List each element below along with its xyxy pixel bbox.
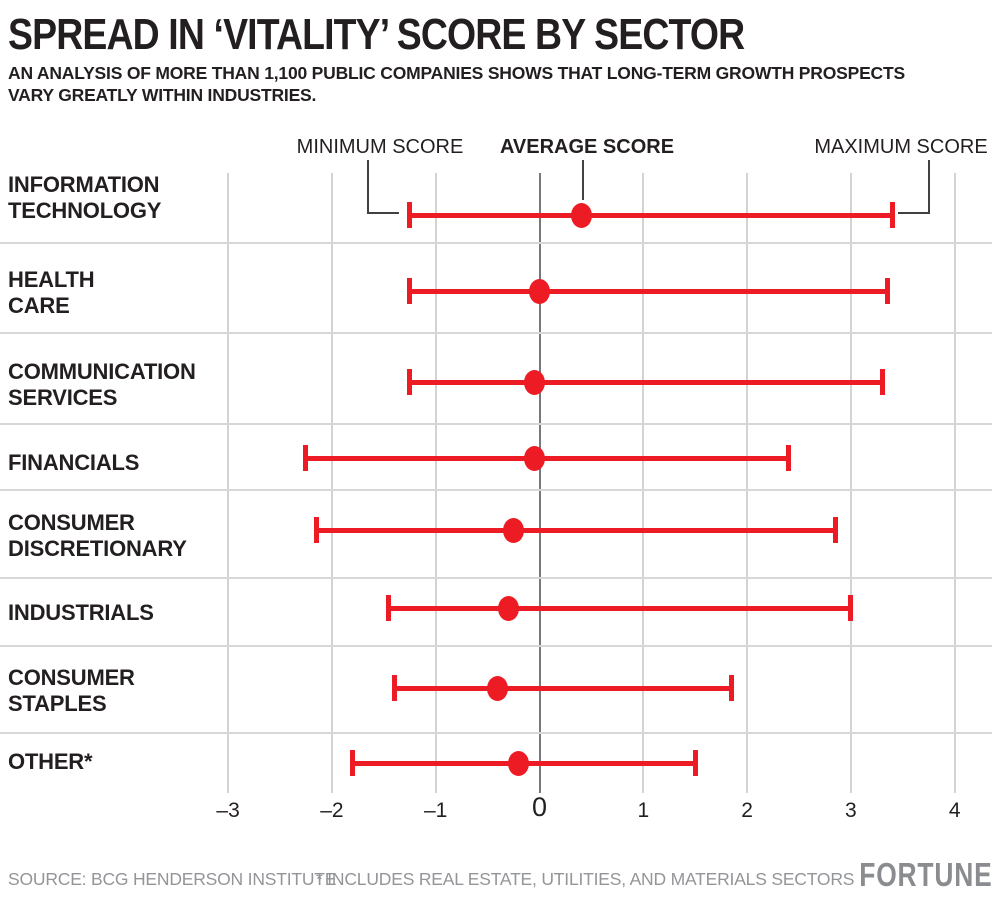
average-dot [487,675,509,701]
sector-label-line: CARE [8,293,70,318]
row-separator [0,732,992,734]
row-separator [0,423,992,425]
sector-label-line: CONSUMER [8,510,135,535]
sector-label-line: TECHNOLOGY [8,198,162,223]
row-separator [0,332,992,334]
sector-label: CONSUMER DISCRETIONARY [8,510,187,562]
sector-label-line: CONSUMER [8,665,135,690]
max-cap [889,202,895,228]
max-cap [729,675,735,701]
x-tick-label: 2 [741,799,753,822]
footnote-text: * INCLUDES REAL ESTATE, UTILITIES, AND M… [316,869,855,889]
max-cap [879,369,885,395]
gridline [746,173,749,793]
range-bar [316,527,836,533]
sector-label-line: HEALTH [8,267,95,292]
gridline [330,173,333,793]
row-separator [0,242,992,244]
x-tick-label: 4 [948,799,961,822]
source-text: SOURCE: BCG HENDERSON INSTITUTE [8,869,337,889]
max-cap [884,278,890,304]
row-separator [0,577,992,579]
x-tick-label: 0 [531,792,548,822]
min-cap [350,750,356,776]
legend-minimum-score-label: MINIMUM SCORE [296,136,464,158]
max-callout-line-vertical [928,160,930,214]
range-bar [409,288,888,294]
gridline [434,173,437,793]
average-dot [503,517,525,543]
sector-label: INDUSTRIALS [8,600,154,626]
gridline [642,173,645,793]
min-cap [313,517,319,543]
max-callout-line-horizontal [898,212,930,214]
average-dot [497,595,519,621]
fortune-logo: FORTUNE [858,856,992,893]
range-bar [409,379,883,385]
max-cap [848,595,854,621]
range-bar [394,685,732,691]
row-separator [0,489,992,491]
gridline [849,173,852,793]
average-dot [523,369,545,395]
sector-label: COMMUNICATION SERVICES [8,359,196,411]
min-cap [391,675,397,701]
legend-average-score-label: AVERAGE SCORE [499,136,675,158]
sector-label: HEALTH CARE [8,267,95,319]
max-cap [786,445,792,471]
range-bar [409,212,893,218]
zero-gridline [538,173,541,793]
sector-label: OTHER* [8,749,93,775]
page-title: SPREAD IN ‘VITALITY’ SCORE BY SECTOR [8,10,745,59]
min-cap [407,278,413,304]
x-tick-label: 3 [845,799,857,822]
max-cap [832,517,838,543]
sector-label-line: COMMUNICATION [8,359,196,384]
row-separator [0,645,992,647]
range-bar [305,455,789,461]
sector-label-line: INDUSTRIALS [8,600,154,625]
min-cap [386,595,392,621]
x-tick-label: –2 [320,799,344,822]
average-dot [570,202,592,228]
x-tick-label: –3 [216,799,240,822]
min-callout-line-horizontal [367,212,399,214]
min-callout-line-vertical [367,160,369,214]
page-subtitle-line-2: VARY GREATLY WITHIN INDUSTRIES. [8,85,317,105]
sector-label: CONSUMER STAPLES [8,665,135,717]
sector-label: FINANCIALS [8,450,139,476]
sector-label-line: FINANCIALS [8,450,140,475]
sector-label-line: SERVICES [8,385,118,410]
sector-label-line: INFORMATION [8,172,160,197]
average-dot [523,445,545,471]
min-cap [303,445,309,471]
sector-label: INFORMATION TECHNOLOGY [8,172,161,224]
average-dot [529,278,550,304]
gridline [227,173,230,793]
min-cap [407,202,413,228]
x-tick-label: –1 [424,799,448,822]
page-subtitle-line-1: AN ANALYSIS OF MORE THAN 1,100 PUBLIC CO… [8,63,905,83]
sector-label-line: STAPLES [8,691,107,716]
legend-maximum-score-label: MAXIMUM SCORE [814,136,988,158]
range-bar [388,605,851,611]
gridline [953,173,956,793]
sector-label-line: OTHER* [8,749,93,774]
x-tick-label: 1 [637,799,650,822]
sector-label-line: DISCRETIONARY [8,536,187,561]
average-dot [508,750,530,776]
avg-callout-line [582,160,584,200]
max-cap [692,750,698,776]
min-cap [407,369,413,395]
